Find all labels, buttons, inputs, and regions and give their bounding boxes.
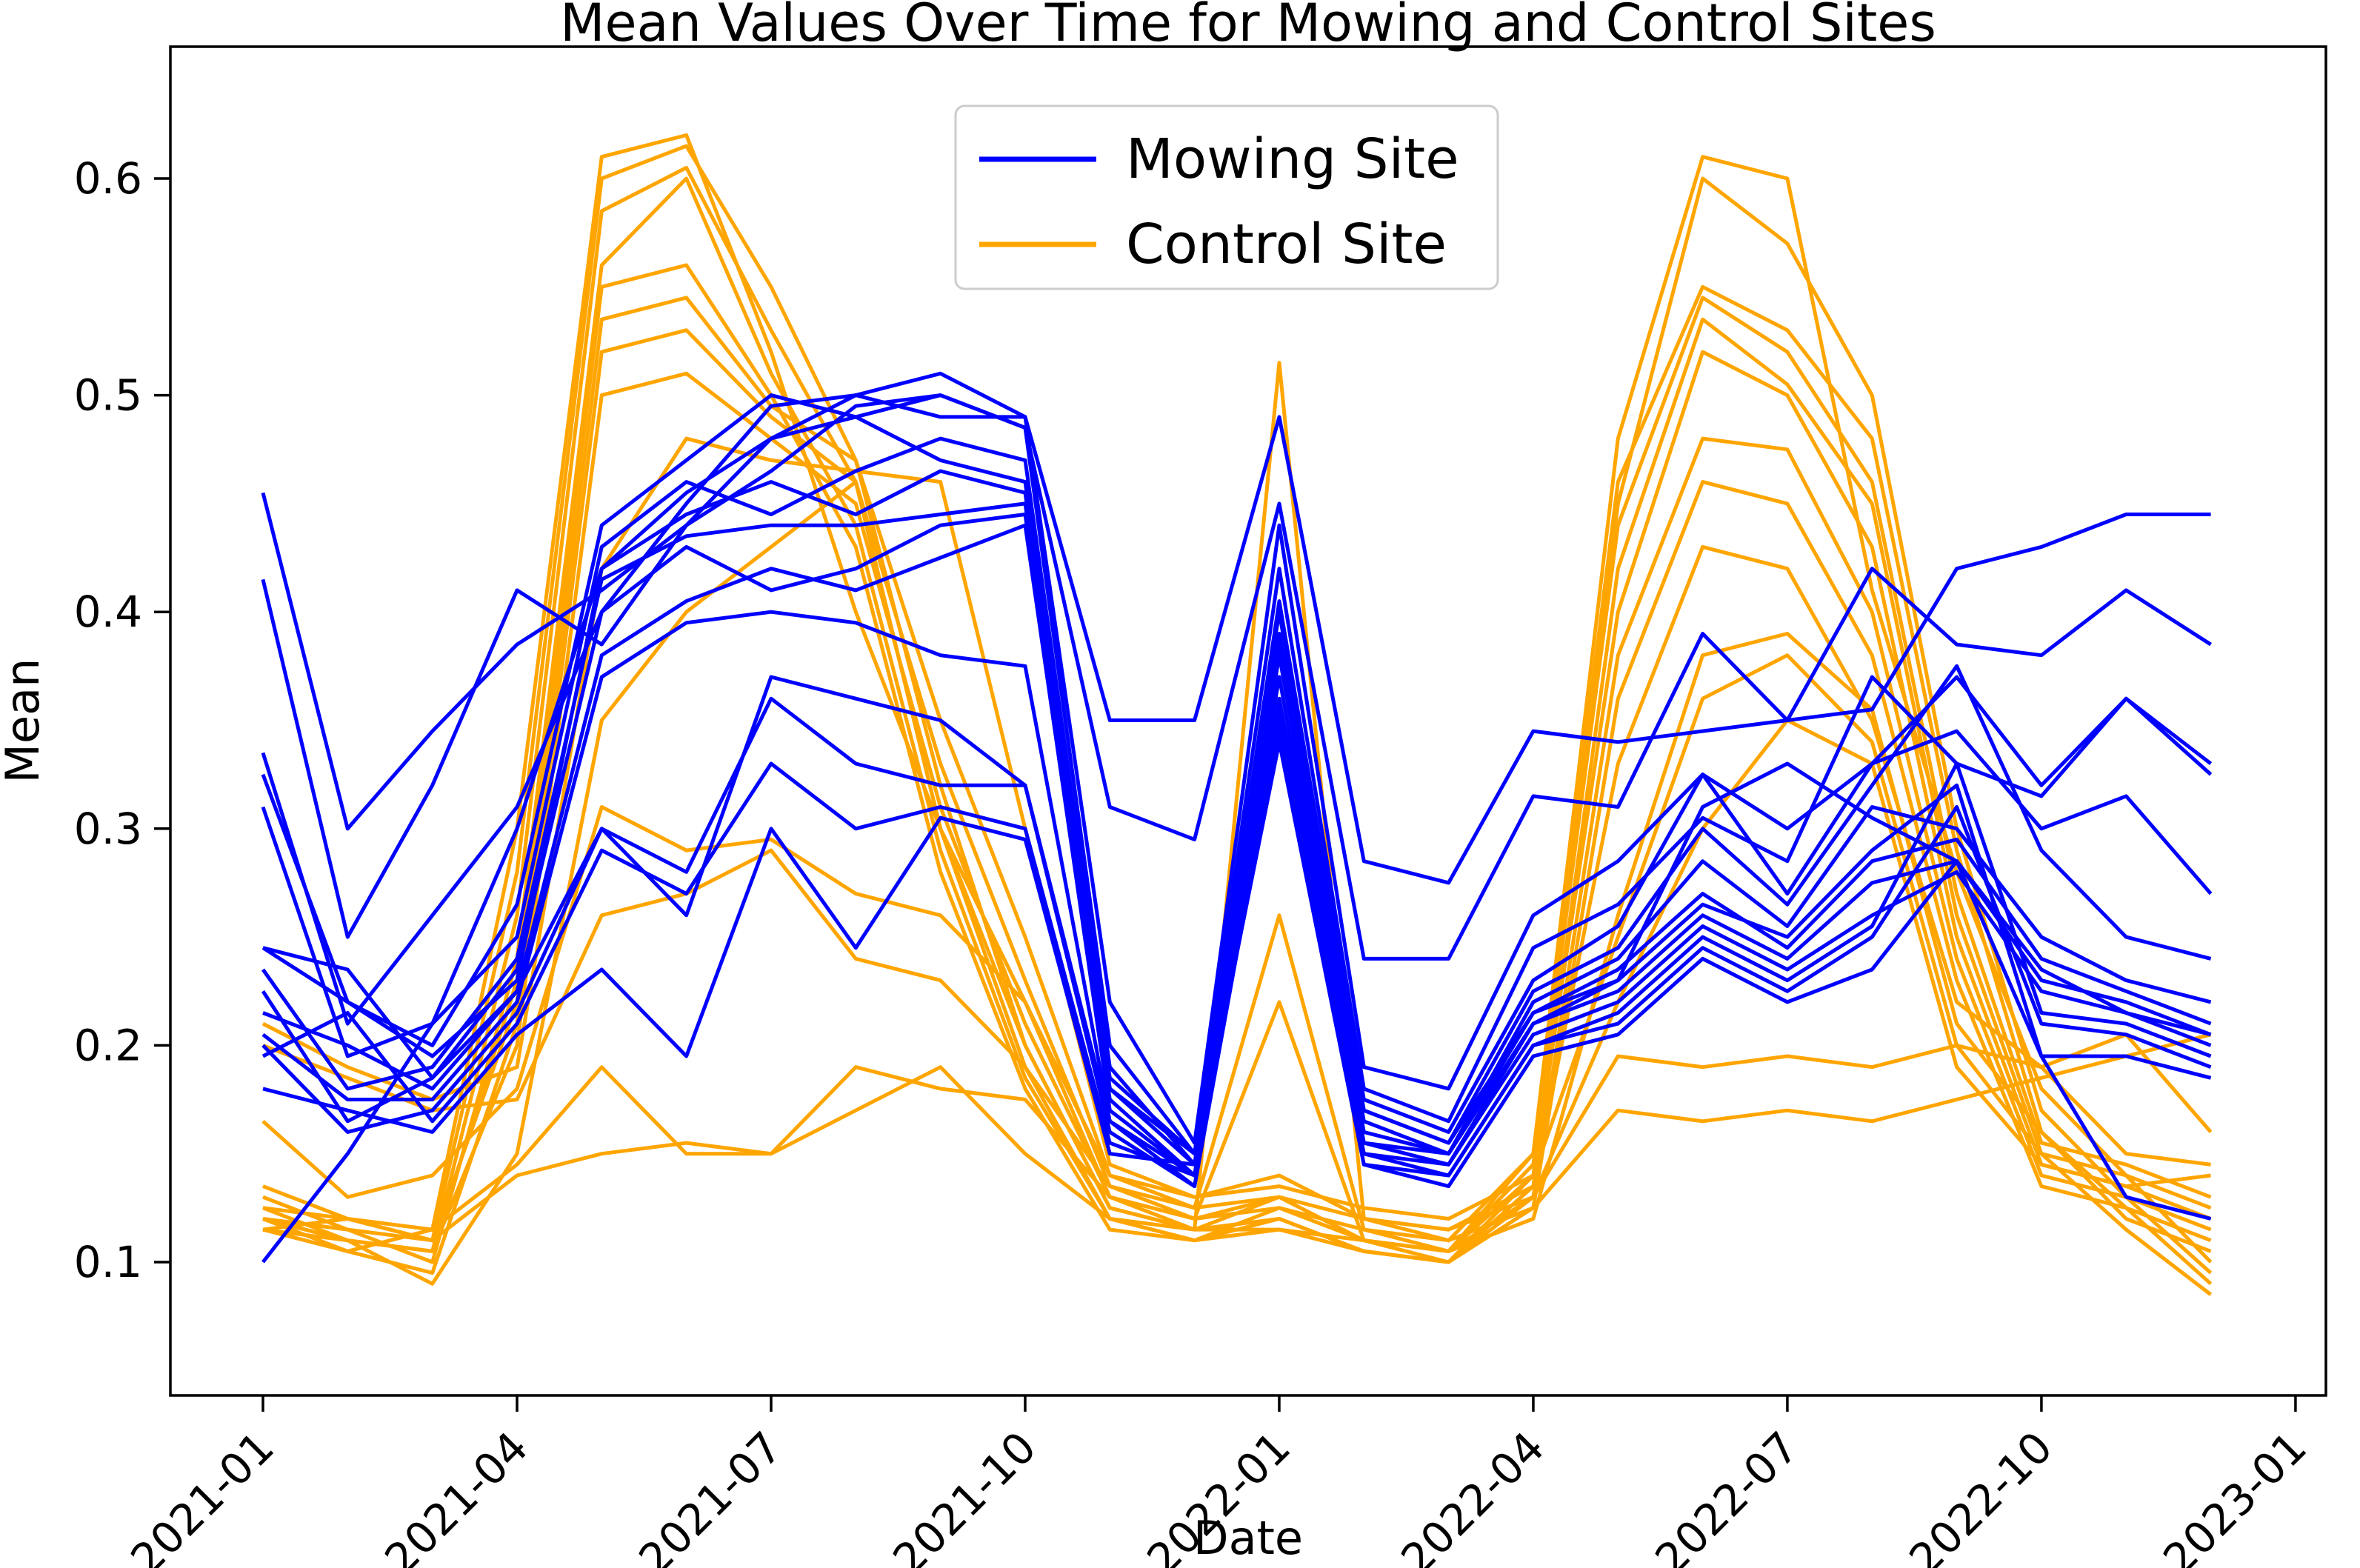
mowing-series-line	[261, 415, 2212, 1264]
x-tick-label: 2021-07	[629, 1422, 791, 1568]
mowing-series-line	[261, 393, 2213, 1156]
y-tick-label: 0.3	[74, 804, 142, 854]
series-layer	[261, 133, 2213, 1296]
control-series-line	[262, 1032, 2213, 1253]
mowing-series-line	[262, 740, 2212, 1189]
x-axis-label: Date	[1193, 1511, 1303, 1565]
x-tick-label: 2021-01	[121, 1422, 283, 1568]
y-axis-label: Mean	[0, 658, 50, 784]
x-tick-label: 2023-01	[2153, 1422, 2316, 1568]
control-series-line	[262, 133, 2213, 1264]
control-series-line	[262, 371, 2212, 1264]
control-series-line	[262, 176, 2212, 1264]
control-series-line	[262, 1032, 2212, 1243]
x-tick-label: 2022-07	[1645, 1422, 1807, 1568]
mowing-series-line	[261, 371, 2211, 885]
y-tick-label: 0.6	[74, 153, 142, 204]
control-series-line	[262, 165, 2213, 1286]
mowing-series-line	[262, 523, 2212, 1178]
x-tick-label: 2022-10	[1899, 1422, 2061, 1568]
control-series-line	[262, 296, 2212, 1253]
y-axis-ticks: 0.1 0.2 0.3 0.4 0.5 0.6	[74, 153, 170, 1287]
control-series-line	[262, 328, 2212, 1275]
chart-title: Mean Values Over Time for Mowing and Con…	[560, 0, 1936, 53]
series-group-mowing-site	[261, 371, 2213, 1264]
x-tick-label: 2022-04	[1391, 1422, 1553, 1568]
y-tick-label: 0.2	[74, 1020, 142, 1070]
mowing-series-line	[262, 675, 2212, 1178]
control-series-line	[262, 718, 2211, 1232]
series-group-control-site	[261, 133, 2213, 1296]
y-tick-label: 0.4	[74, 587, 142, 637]
x-tick-label: 2021-10	[883, 1422, 1045, 1568]
legend-mowing-label: Mowing Site	[1126, 127, 1459, 191]
x-tick-label: 2021-04	[375, 1422, 537, 1568]
y-tick-label: 0.1	[74, 1237, 142, 1287]
legend-control-label: Control Site	[1126, 213, 1447, 276]
legend: Mowing Site Control Site	[954, 104, 1499, 290]
y-tick-label: 0.5	[74, 370, 142, 421]
